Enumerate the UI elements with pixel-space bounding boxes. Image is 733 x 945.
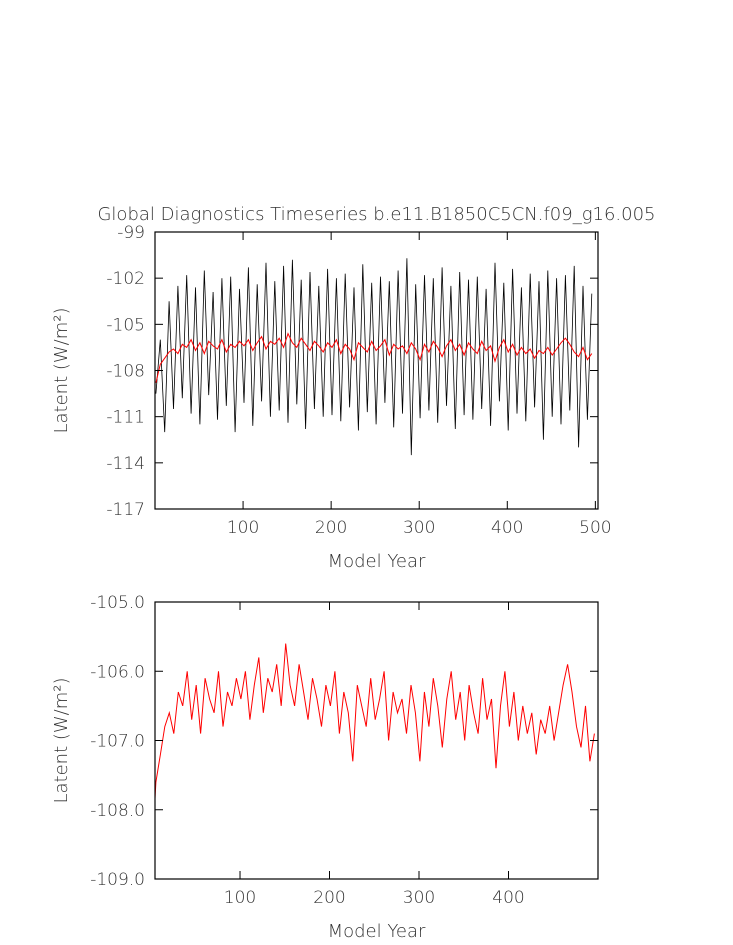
y-tick-label: -107.0 (90, 732, 145, 752)
chart-title: Global Diagnostics Timeseries b.e11.B185… (97, 204, 655, 225)
y-axis-label: Latent (W/m²) (51, 307, 72, 433)
y-tick-label: -105.0 (90, 593, 145, 613)
plot-frame (154, 231, 599, 510)
y-tick-label: -117 (106, 500, 145, 520)
x-tick-label: 200 (313, 888, 345, 908)
x-tick-label: 100 (227, 518, 259, 538)
y-tick-label: -106.0 (90, 662, 145, 682)
y-tick-label: -102 (106, 269, 145, 289)
x-tick-label: 200 (315, 518, 347, 538)
x-tick-label: 300 (403, 518, 435, 538)
x-tick-label: 100 (224, 888, 256, 908)
plot-frame (154, 601, 599, 880)
y-tick-label: -99 (117, 223, 145, 243)
x-axis-label: Model Year (328, 921, 426, 942)
series-line (155, 332, 593, 383)
y-tick-label: -108 (106, 362, 145, 382)
x-tick-label: 400 (491, 518, 523, 538)
series-line (155, 643, 595, 808)
y-tick-label: -109.0 (90, 870, 145, 890)
y-tick-label: -111 (106, 408, 145, 428)
x-axis-label: Model Year (328, 551, 426, 572)
y-axis-label: Latent (W/m²) (51, 677, 72, 803)
x-tick-label: 300 (403, 888, 435, 908)
y-tick-label: -105 (106, 315, 145, 335)
y-tick-label: -114 (106, 454, 145, 474)
x-tick-label: 500 (579, 518, 611, 538)
series-line (155, 258, 593, 456)
y-tick-label: -108.0 (90, 801, 145, 821)
x-tick-label: 400 (492, 888, 524, 908)
